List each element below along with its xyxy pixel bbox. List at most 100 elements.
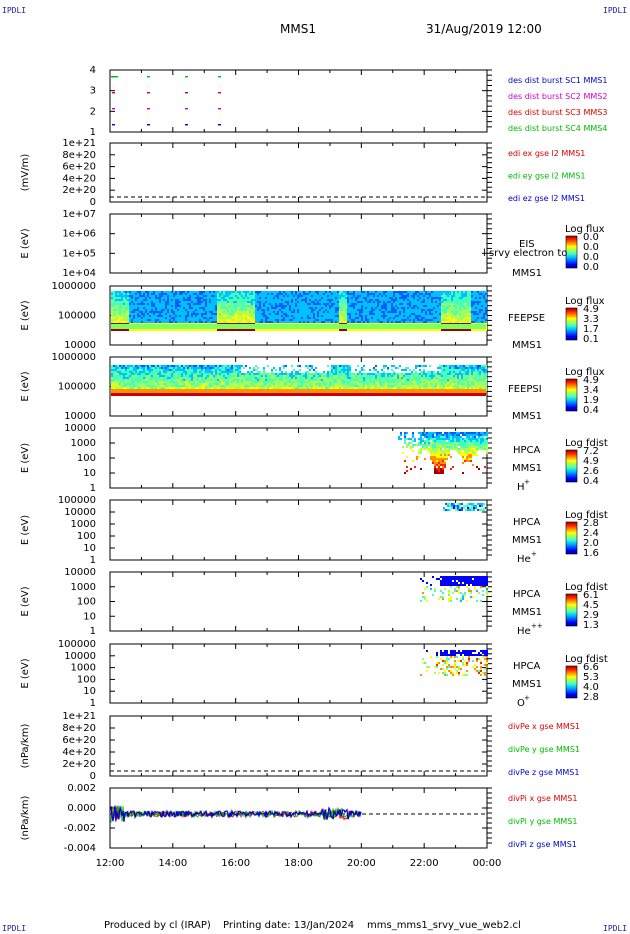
- spectrogram-cell: [199, 291, 201, 293]
- spectrogram-cell: [363, 309, 365, 311]
- spectrogram-cell: [171, 319, 173, 321]
- spectrogram-cell: [371, 299, 373, 301]
- spectrogram-cell: [473, 311, 475, 313]
- spectrogram-cell: [209, 321, 211, 323]
- spectrogram-cell: [461, 297, 463, 299]
- spectrogram-cell: [289, 297, 291, 299]
- spectrogram-cell: [377, 293, 379, 295]
- spectrogram-cell: [365, 303, 367, 305]
- spectrogram-cell: [395, 293, 397, 295]
- spectrogram-cell: [379, 319, 381, 321]
- spectrogram-cell: [141, 311, 143, 313]
- spectrogram-cell: [159, 315, 161, 317]
- spectrogram-cell: [363, 319, 365, 321]
- spectrogram-cell: [461, 311, 463, 313]
- spectrogram-cell: [229, 315, 231, 317]
- spectrogram-cell: [283, 315, 285, 317]
- spectrogram-cell: [175, 383, 177, 385]
- spectrogram-cell: [331, 307, 333, 309]
- spectrogram-cell: [281, 301, 283, 303]
- spectrogram-cell: [419, 295, 421, 297]
- spectrogram-cell: [291, 317, 293, 319]
- spectrogram-cell: [377, 319, 379, 321]
- spectrogram-cell: [249, 297, 251, 299]
- spectrogram-cell: [147, 367, 149, 369]
- spectrogram-cell: [207, 307, 209, 309]
- spectrogram-cell: [327, 297, 329, 299]
- spectrogram-cell: [439, 303, 441, 305]
- spectrogram-cell: [121, 299, 123, 301]
- spectrogram-cell: [363, 321, 365, 323]
- spectrogram-cell: [123, 381, 125, 383]
- spectrogram-cell: [113, 303, 115, 305]
- spectrogram-cell: [171, 367, 173, 369]
- spectrogram-cell: [125, 375, 127, 377]
- spectrogram-cell: [291, 313, 293, 315]
- spectrogram-cell: [285, 321, 287, 323]
- spectrogram-cell: [485, 293, 487, 295]
- spectrogram-cell: [247, 305, 249, 307]
- spectrogram-cell: [397, 291, 399, 293]
- spectrogram-cell: [343, 297, 345, 299]
- spectrogram-cell: [411, 297, 413, 299]
- spectrogram-cell: [141, 367, 143, 369]
- spectrogram-cell: [401, 301, 403, 303]
- spectrogram-cell: [207, 301, 209, 303]
- spectrogram-cell: [479, 307, 481, 309]
- spectrogram-cell: [163, 365, 165, 367]
- spectrogram-cell: [301, 329, 303, 331]
- spectrogram-cell: [385, 309, 387, 311]
- spectrogram-cell: [343, 303, 345, 305]
- spectrogram-cell: [135, 291, 137, 293]
- spectrogram-cell: [331, 311, 333, 313]
- spectrogram-cell: [257, 307, 259, 309]
- spectrogram-cell: [167, 309, 169, 311]
- spectrogram-cell: [157, 293, 159, 295]
- spectrogram-cell: [351, 291, 353, 293]
- spectrogram-cell: [111, 365, 113, 367]
- spectrogram-cell: [265, 315, 267, 317]
- spectrogram-cell: [213, 311, 215, 313]
- spectrogram-cell: [169, 371, 171, 373]
- spectrogram-cell: [435, 305, 437, 307]
- spectrogram-cell: [479, 291, 481, 293]
- spectrogram-cell: [241, 319, 243, 321]
- spectrogram-cell: [125, 373, 127, 375]
- spectrogram-cell: [381, 319, 383, 321]
- spectrogram-cell: [353, 311, 355, 313]
- spectrogram-cell: [449, 301, 451, 303]
- spectrogram-cell: [423, 293, 425, 295]
- spectrogram-cell: [251, 305, 253, 307]
- spectrogram-cell: [471, 329, 473, 331]
- spectrogram-cell: [227, 303, 229, 305]
- spectrogram-cell: [323, 311, 325, 313]
- spectrogram-cell: [185, 319, 187, 321]
- spectrogram-cell: [181, 307, 183, 309]
- spectrogram-cell: [147, 387, 149, 389]
- spectrogram-cell: [295, 321, 297, 323]
- species-charge-label: +: [531, 550, 537, 558]
- colorbar-tick-label: 4.0: [583, 682, 599, 693]
- spectrogram-cell: [451, 307, 453, 309]
- spectrogram-cell: [263, 305, 265, 307]
- spectrogram-cell: [167, 383, 169, 385]
- spectrogram-cell: [191, 319, 193, 321]
- spectrogram-cell: [113, 317, 115, 319]
- spectrogram-cell: [155, 291, 157, 293]
- spectrogram-cell: [409, 299, 411, 301]
- spectrogram-cell: [323, 301, 325, 303]
- spectrogram-cell: [117, 375, 119, 377]
- spectrogram-cell: [431, 297, 433, 299]
- spectrogram-cell: [453, 317, 455, 319]
- spectrogram-cell: [259, 319, 261, 321]
- spectrogram-cell: [297, 291, 299, 293]
- spectrogram-cell: [123, 293, 125, 295]
- spectrogram-cell: [177, 291, 179, 293]
- spectrogram-cell: [355, 317, 357, 319]
- spacecraft-label: MMS1: [512, 411, 542, 422]
- spectrogram-cell: [307, 321, 309, 323]
- spectrogram-cell: [425, 303, 427, 305]
- spectrogram-cell: [277, 291, 279, 293]
- spectrogram-cell: [345, 319, 347, 321]
- spectrogram-cell: [125, 383, 127, 385]
